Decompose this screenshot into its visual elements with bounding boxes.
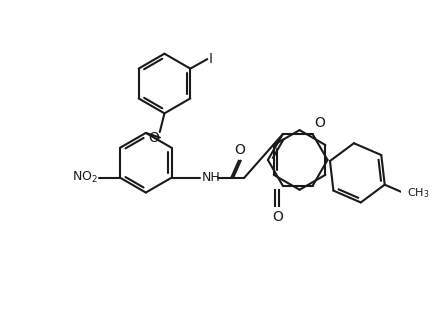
Text: O: O	[234, 143, 245, 157]
Text: NO$_2$: NO$_2$	[72, 170, 98, 185]
Text: CH$_3$: CH$_3$	[407, 186, 429, 200]
Text: O: O	[314, 116, 325, 130]
Text: O: O	[272, 210, 283, 224]
Text: I: I	[209, 52, 213, 66]
Text: O: O	[148, 131, 159, 145]
Text: NH: NH	[202, 171, 220, 184]
